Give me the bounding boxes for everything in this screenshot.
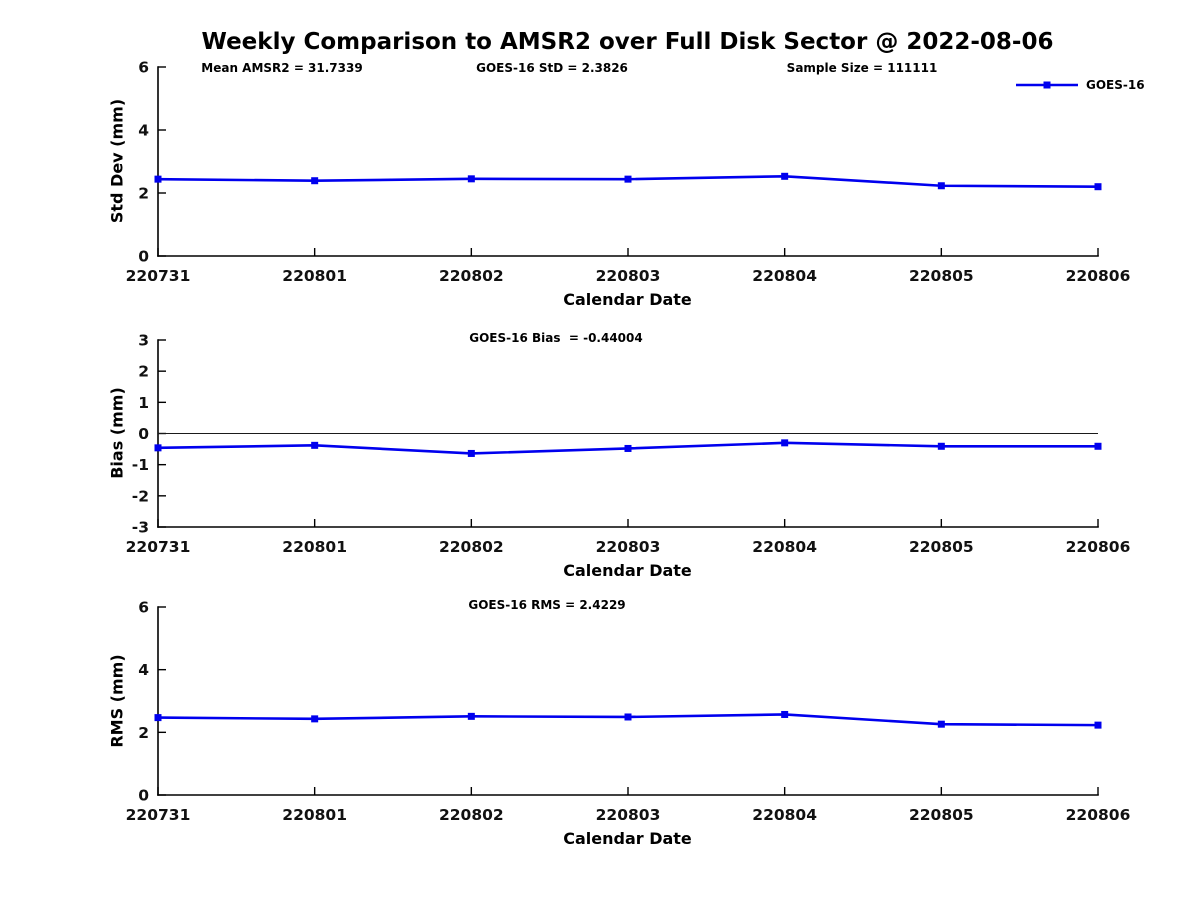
y-axis-label-stddev: Std Dev (mm) (107, 98, 127, 224)
x-tick-label: 220803 (596, 806, 661, 824)
data-point-marker (311, 441, 319, 449)
data-point-marker (311, 715, 319, 723)
subplot-std-dev: 0 2 4 6 220731 220801 220802 220803 220804 220805… (126, 59, 1131, 286)
data-point-marker (467, 712, 475, 720)
x-tick-label: 220801 (282, 267, 347, 285)
subplot-rms: 0 2 4 6 220731 220801 220802 220803 220804 220805… (126, 599, 1131, 825)
data-point-marker (1094, 721, 1102, 729)
x-tick-label: 220803 (596, 538, 661, 556)
data-point-marker (937, 442, 945, 450)
data-point-marker (937, 720, 945, 728)
chart-title: Weekly Comparison to AMSR2 over Full Dis… (201, 29, 1054, 55)
y-tick-label: 0 (138, 787, 149, 805)
y-tick-label: 0 (138, 425, 149, 443)
y-tick-label: 0 (138, 248, 149, 266)
annotation-goes16-bias: GOES-16 Bias = -0.44004 (469, 331, 643, 345)
y-tick-label: 4 (138, 661, 149, 679)
x-tick-label: 220804 (752, 806, 817, 824)
legend-line-marker-icon (1016, 81, 1078, 89)
x-tick-label: 220805 (909, 538, 974, 556)
data-point-marker (624, 444, 632, 452)
x-axis-label-rms: Calendar Date (563, 829, 692, 848)
x-tick-label: 220805 (909, 806, 974, 824)
x-tick-label: 220804 (752, 538, 817, 556)
x-tick-label: 220806 (1066, 538, 1131, 556)
data-point-marker (624, 175, 632, 183)
data-point-marker (781, 710, 789, 718)
x-tick-label: 220802 (439, 267, 504, 285)
legend: GOES-16 (1016, 78, 1145, 92)
subplot-bias: -3 -2 -1 0 1 2 3 220731 220801 220802 220803 220804… (126, 332, 1131, 557)
y-tick-label: 2 (138, 363, 149, 381)
y-axis-label-bias: Bias (mm) (107, 387, 127, 479)
x-tick-label: 220805 (909, 267, 974, 285)
y-tick-label: -1 (132, 456, 149, 474)
data-point-marker (1094, 183, 1102, 191)
data-point-marker (1094, 442, 1102, 450)
data-point-marker (154, 175, 162, 183)
x-tick-label: 220731 (126, 538, 191, 556)
x-tick-label: 220801 (282, 538, 347, 556)
x-tick-label: 220731 (126, 806, 191, 824)
x-tick-label: 220806 (1066, 267, 1131, 285)
annotation-goes16-rms: GOES-16 RMS = 2.4229 (468, 598, 626, 612)
data-point-marker (154, 444, 162, 452)
x-tick-label: 220802 (439, 538, 504, 556)
x-tick-label: 220804 (752, 267, 817, 285)
data-point-marker (311, 177, 319, 185)
data-point-marker (781, 172, 789, 180)
x-axis-label-bias: Calendar Date (563, 561, 692, 580)
x-tick-label: 220801 (282, 806, 347, 824)
x-tick-label: 220731 (126, 267, 191, 285)
annotation-mean-amsr2: Mean AMSR2 = 31.7339 (201, 61, 363, 75)
data-point-marker (937, 182, 945, 190)
annotation-goes16-std: GOES-16 StD = 2.3826 (476, 61, 628, 75)
x-tick-label: 220802 (439, 806, 504, 824)
y-tick-label: -2 (132, 487, 149, 505)
annotation-sample-size: Sample Size = 111111 (786, 61, 938, 75)
y-tick-label: 1 (138, 394, 149, 412)
x-axis-label-stddev: Calendar Date (563, 290, 692, 309)
y-tick-label: 2 (138, 724, 149, 742)
legend-label: GOES-16 (1086, 78, 1145, 92)
y-tick-label: -3 (132, 519, 149, 537)
data-point-marker (781, 439, 789, 447)
data-point-marker (467, 449, 475, 457)
y-tick-label: 6 (138, 599, 149, 617)
data-point-marker (154, 714, 162, 722)
x-tick-label: 220803 (596, 267, 661, 285)
y-tick-label: 4 (138, 122, 149, 140)
data-point-marker (624, 713, 632, 721)
x-tick-label: 220806 (1066, 806, 1131, 824)
y-tick-label: 6 (138, 59, 149, 77)
y-axis-label-rms: RMS (mm) (107, 654, 127, 748)
y-tick-label: 3 (138, 332, 149, 350)
y-tick-label: 2 (138, 185, 149, 203)
data-point-marker (467, 175, 475, 183)
